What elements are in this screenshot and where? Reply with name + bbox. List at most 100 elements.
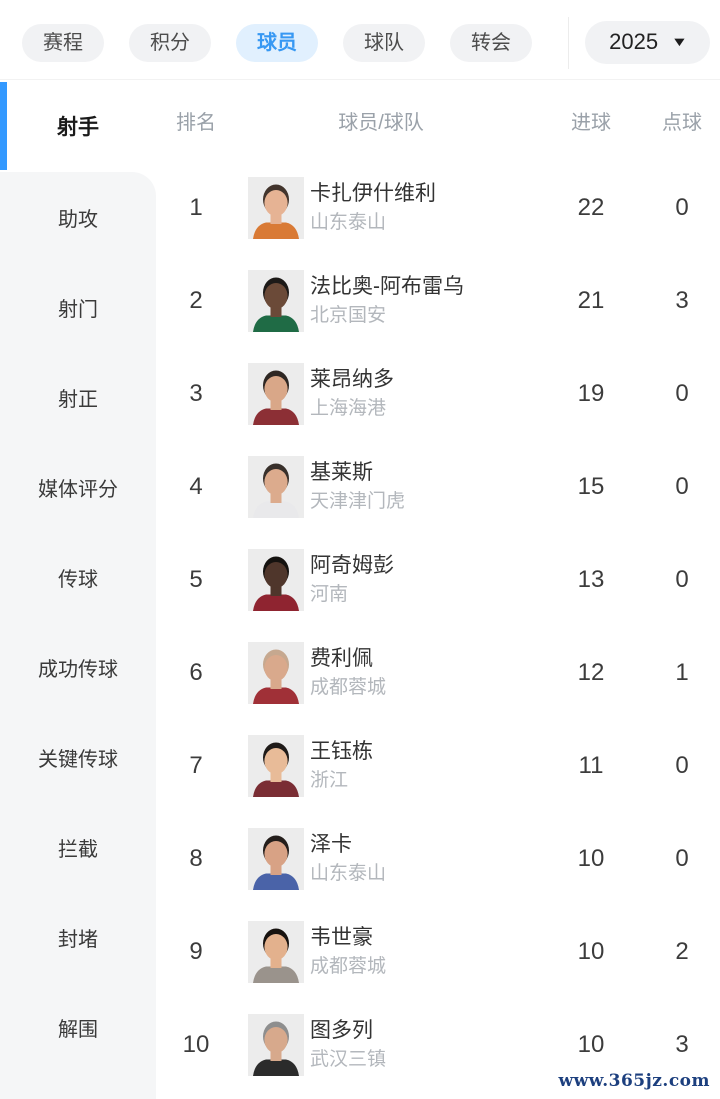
player-row[interactable]: 9 韦世豪 成都蓉城 10 2 — [156, 905, 720, 998]
team-name: 成都蓉城 — [310, 676, 387, 698]
team-name: 上海海港 — [310, 397, 387, 419]
tab-bar: 赛程 积分 球员 球队 转会 — [22, 23, 568, 62]
rank-value: 8 — [189, 844, 203, 872]
team-name: 成都蓉城 — [310, 955, 387, 977]
penalties-value: 0 — [675, 844, 689, 872]
rank-value: 2 — [189, 286, 203, 314]
goals-value: 21 — [577, 286, 605, 314]
player-row[interactable]: 5 阿奇姆彭 河南 13 0 — [156, 533, 720, 626]
goals-value: 19 — [577, 379, 605, 407]
player-name: 图多列 — [310, 1019, 373, 1043]
player-row[interactable]: 3 莱昂纳多上海海港 19 0 — [156, 347, 720, 440]
tab-3[interactable]: 球队 — [343, 23, 425, 62]
penalties-value: 0 — [675, 565, 689, 593]
stats-sidebar: 射手 助攻射门射正媒体评分传球成功传球关键传球拦截封堵解围 — [0, 80, 156, 1099]
sidebar-item[interactable]: 媒体评分 — [38, 478, 118, 501]
penalties-value: 0 — [675, 472, 689, 500]
team-name: 河南 — [310, 583, 349, 605]
goals-value: 10 — [577, 844, 605, 872]
player-avatar — [248, 548, 304, 611]
sidebar-item[interactable]: 助攻 — [58, 208, 98, 231]
player-info: 莱昂纳多 上海海港 — [310, 367, 556, 419]
sidebar-item[interactable]: 解围 — [58, 1018, 98, 1041]
penalties-value: 0 — [675, 379, 689, 407]
player-row[interactable]: 1 卡扎伊什维利 山东泰山 22 0 — [156, 161, 720, 254]
penalties-value: 2 — [675, 937, 689, 965]
tab-4[interactable]: 转会 — [450, 23, 532, 62]
table-body: 1 卡扎伊什维利 山东泰山 22 0 2 法比奥-阿布雷乌 北京国安 21 3 3 莱昂纳多 上海海港 1… — [156, 161, 720, 1091]
rank-value: 7 — [189, 751, 203, 779]
sidebar-item[interactable]: 射正 — [58, 388, 98, 411]
goals-value: 12 — [577, 658, 605, 686]
tab-2[interactable]: 球员 — [236, 23, 318, 62]
player-avatar — [248, 455, 304, 518]
player-row[interactable]: 10 图多列 武汉三镇 10 3 — [156, 998, 720, 1091]
column-header-rank: 排名 — [176, 112, 216, 134]
rank-value: 4 — [189, 472, 203, 500]
player-avatar — [248, 1013, 304, 1076]
player-row[interactable]: 6 费利佩成都蓉城 12 1 — [156, 626, 720, 719]
column-header-goals: 进球 — [571, 112, 611, 134]
player-info: 基莱斯 天津津门虎 — [310, 460, 556, 512]
sidebar-item[interactable]: 传球 — [58, 568, 98, 591]
vertical-divider — [568, 16, 570, 69]
player-info: 卡扎伊什维利 山东泰山 — [310, 181, 556, 233]
player-name: 阿奇姆彭 — [310, 554, 394, 578]
player-avatar — [248, 920, 304, 983]
scorers-table: 排名 球员/球队 进球 点球 1 卡扎伊什维利 山东泰山 22 0 2 法比奥-阿布雷乌 北京… — [156, 80, 720, 1099]
penalties-value: 3 — [675, 1030, 689, 1058]
team-name: 天津津门虎 — [310, 490, 406, 512]
player-avatar — [248, 362, 304, 425]
player-row[interactable]: 8 泽卡山东泰山 10 0 — [156, 812, 720, 905]
team-name: 武汉三镇 — [310, 1048, 387, 1070]
player-info: 法比奥-阿布雷乌 北京国安 — [310, 274, 556, 326]
sidebar-item-label: 射手 — [57, 116, 99, 139]
sidebar-item-scorers[interactable]: 射手 — [0, 80, 156, 172]
player-row[interactable]: 2 法比奥-阿布雷乌 北京国安 21 3 — [156, 254, 720, 347]
team-name: 北京国安 — [310, 304, 387, 326]
player-info: 韦世豪 成都蓉城 — [310, 925, 556, 977]
player-avatar — [248, 734, 304, 797]
penalties-value: 3 — [675, 286, 689, 314]
team-name: 山东泰山 — [310, 862, 387, 884]
player-info: 阿奇姆彭 河南 — [310, 553, 556, 605]
caret-down-icon: ▼ — [670, 34, 689, 50]
sidebar-item[interactable]: 成功传球 — [38, 658, 118, 681]
goals-value: 10 — [577, 1030, 605, 1058]
rank-value: 9 — [189, 937, 203, 965]
goals-value: 15 — [577, 472, 605, 500]
rank-value: 3 — [189, 379, 203, 407]
player-name: 费利佩 — [310, 647, 373, 671]
player-avatar — [248, 269, 304, 332]
top-bar: 赛程 积分 球员 球队 转会 2025 ▼ — [0, 0, 720, 80]
player-row[interactable]: 7 王钰栋 浙江 11 0 — [156, 719, 720, 812]
goals-value: 22 — [577, 193, 605, 221]
player-name: 泽卡 — [310, 833, 352, 857]
penalties-value: 1 — [675, 658, 689, 686]
player-info: 图多列 武汉三镇 — [310, 1018, 556, 1070]
team-name: 山东泰山 — [310, 211, 387, 233]
column-header-player-team: 球员/球队 — [338, 112, 424, 134]
player-name: 莱昂纳多 — [310, 368, 394, 392]
year-dropdown[interactable]: 2025 ▼ — [585, 21, 710, 64]
penalties-value: 0 — [675, 751, 689, 779]
player-name: 法比奥-阿布雷乌 — [310, 275, 464, 299]
player-name: 卡扎伊什维利 — [310, 182, 436, 206]
player-name: 基莱斯 — [310, 461, 373, 485]
rank-value: 1 — [189, 193, 203, 221]
sidebar-item[interactable]: 拦截 — [58, 838, 98, 861]
player-name: 王钰栋 — [310, 740, 373, 764]
player-info: 泽卡 山东泰山 — [310, 832, 556, 884]
sidebar-item[interactable]: 关键传球 — [38, 748, 118, 771]
rank-value: 6 — [189, 658, 203, 686]
sidebar-item[interactable]: 射门 — [58, 298, 98, 321]
tab-1[interactable]: 积分 — [129, 23, 211, 62]
player-row[interactable]: 4 基莱斯天津津门虎 15 0 — [156, 440, 720, 533]
goals-value: 10 — [577, 937, 605, 965]
rank-value: 5 — [189, 565, 203, 593]
sidebar-item[interactable]: 封堵 — [58, 928, 98, 951]
column-header-penalties: 点球 — [662, 112, 702, 134]
tab-0[interactable]: 赛程 — [22, 23, 104, 62]
player-avatar — [248, 176, 304, 239]
